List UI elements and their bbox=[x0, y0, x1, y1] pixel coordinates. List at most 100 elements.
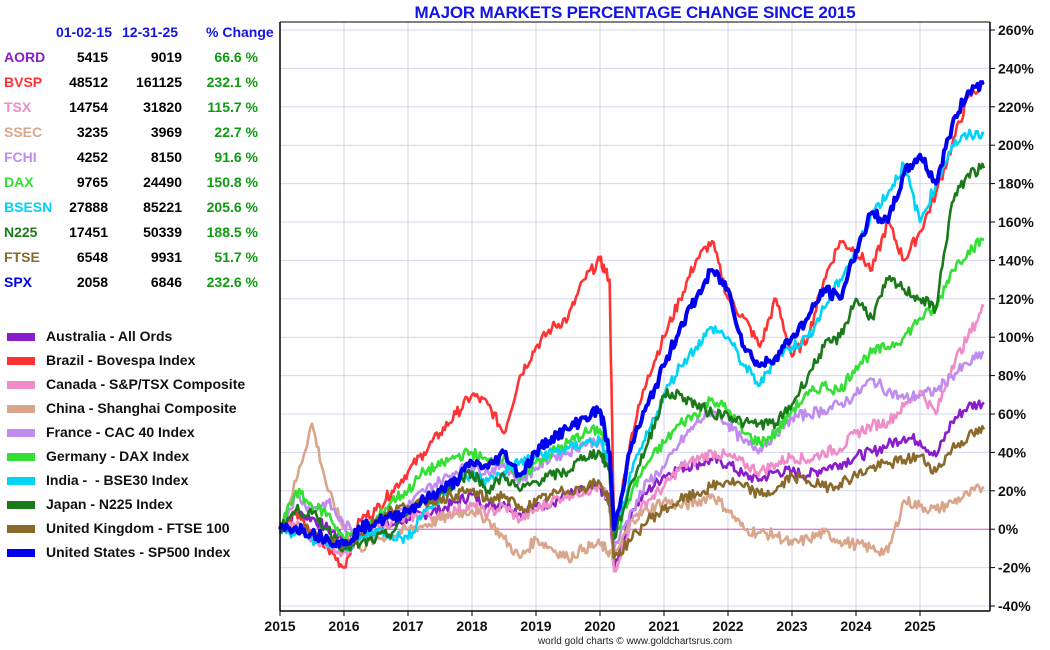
end-value: 85221 bbox=[143, 199, 182, 215]
y-tick-label: 0% bbox=[998, 521, 1019, 537]
tick-labels: -40% -20% 0% 20% 40% 60% 80% 100% 120% 140% 160% 18… bbox=[264, 22, 1034, 634]
end-value: 9019 bbox=[150, 49, 182, 65]
table-row: AORD 5415 9019 66.6 % bbox=[4, 49, 284, 67]
index-symbol: FCHI bbox=[4, 149, 37, 165]
end-value: 3969 bbox=[150, 124, 182, 140]
start-value: 17451 bbox=[69, 224, 108, 240]
series-line-fchi bbox=[279, 351, 985, 550]
series-line-ssec bbox=[278, 422, 985, 564]
percent-change: 91.6 % bbox=[214, 149, 258, 165]
legend-item: France - CAC 40 Index bbox=[7, 424, 277, 444]
y-tick-label: -20% bbox=[998, 560, 1031, 576]
legend-swatch bbox=[7, 381, 35, 389]
legend-label: Brazil - Bovespa Index bbox=[46, 352, 196, 368]
percent-change: 205.6 % bbox=[206, 199, 258, 215]
y-tick-label: 240% bbox=[998, 60, 1034, 76]
legend-item: Australia - All Ords bbox=[7, 328, 277, 348]
y-tick-label: 80% bbox=[998, 368, 1027, 384]
legend-swatch bbox=[7, 477, 35, 485]
legend-item: United Kingdom - FTSE 100 bbox=[7, 520, 277, 540]
legend-swatch bbox=[7, 429, 35, 437]
legend-label: France - CAC 40 Index bbox=[46, 424, 195, 440]
x-tick-label: 2025 bbox=[904, 618, 935, 634]
legend-swatch bbox=[7, 357, 35, 365]
header-end-date: 12-31-25 bbox=[122, 24, 179, 40]
table-row: FTSE 6548 9931 51.7 % bbox=[4, 249, 284, 267]
chart-title: MAJOR MARKETS PERCENTAGE CHANGE SINCE 20… bbox=[414, 3, 856, 22]
end-value: 8150 bbox=[150, 149, 182, 165]
index-symbol: DAX bbox=[4, 174, 34, 190]
x-tick-label: 2024 bbox=[840, 618, 871, 634]
percent-change: 115.7 % bbox=[207, 99, 258, 115]
axes bbox=[279, 21, 991, 612]
legend-swatch bbox=[7, 501, 35, 509]
legend-item: Japan - N225 Index bbox=[7, 496, 277, 516]
series-line-ftse bbox=[279, 425, 986, 560]
start-value: 14754 bbox=[69, 99, 108, 115]
index-symbol: FTSE bbox=[4, 249, 40, 265]
y-tick-label: 120% bbox=[998, 291, 1034, 307]
x-tick-label: 2017 bbox=[392, 618, 423, 634]
legend-swatch bbox=[7, 525, 35, 533]
start-value: 48512 bbox=[69, 74, 108, 90]
x-tick-label: 2016 bbox=[328, 618, 359, 634]
x-tick-label: 2015 bbox=[264, 618, 295, 634]
table-header: 01-02-15 12-31-25 % Change bbox=[4, 24, 284, 42]
y-tick-label: 180% bbox=[998, 176, 1034, 192]
series-line-spx bbox=[278, 79, 985, 549]
y-tick-label: 60% bbox=[998, 406, 1027, 422]
series-lines bbox=[278, 79, 986, 573]
index-symbol: BSESN bbox=[4, 199, 53, 215]
y-tick-label: 20% bbox=[998, 483, 1027, 499]
table-row: FCHI 4252 8150 91.6 % bbox=[4, 149, 284, 167]
index-symbol: TSX bbox=[4, 99, 32, 115]
legend-item: India - - BSE30 Index bbox=[7, 472, 277, 492]
start-value: 27888 bbox=[69, 199, 108, 215]
legend-label: United States - SP500 Index bbox=[46, 544, 231, 560]
table-row: BVSP 48512 161125 232.1 % bbox=[4, 74, 284, 92]
start-value: 2058 bbox=[76, 274, 108, 290]
y-tick-label: 260% bbox=[998, 22, 1034, 38]
legend-label: India - - BSE30 Index bbox=[46, 472, 189, 488]
start-value: 5415 bbox=[76, 49, 108, 65]
end-value: 50339 bbox=[143, 224, 182, 240]
legend-swatch bbox=[7, 333, 35, 341]
percent-change: 22.7 % bbox=[214, 124, 258, 140]
legend-item: United States - SP500 Index bbox=[7, 544, 277, 564]
legend-item: Brazil - Bovespa Index bbox=[7, 352, 277, 372]
y-tick-label: 200% bbox=[998, 137, 1034, 153]
table-row: TSX 14754 31820 115.7 % bbox=[4, 99, 284, 117]
legend-label: China - Shanghai Composite bbox=[46, 400, 237, 416]
y-tick-label: 100% bbox=[998, 329, 1034, 345]
percent-change: 232.1 % bbox=[206, 74, 258, 90]
x-tick-label: 2020 bbox=[584, 618, 615, 634]
x-tick-label: 2019 bbox=[520, 618, 551, 634]
table-row: BSESN 27888 85221 205.6 % bbox=[4, 199, 284, 217]
y-tick-label: 160% bbox=[998, 214, 1034, 230]
x-tick-label: 2023 bbox=[776, 618, 807, 634]
end-value: 6846 bbox=[150, 274, 182, 290]
percent-change: 66.6 % bbox=[214, 49, 258, 65]
x-tick-label: 2022 bbox=[712, 618, 743, 634]
x-tick-label: 2021 bbox=[648, 618, 679, 634]
legend-label: Australia - All Ords bbox=[46, 328, 173, 344]
legend-label: Japan - N225 Index bbox=[46, 496, 173, 512]
end-value: 161125 bbox=[136, 74, 182, 90]
end-value: 24490 bbox=[143, 174, 182, 190]
start-value: 9765 bbox=[76, 174, 108, 190]
legend-label: Germany - DAX Index bbox=[46, 448, 190, 464]
percent-change: 51.7 % bbox=[214, 249, 258, 265]
legend-item: Germany - DAX Index bbox=[7, 448, 277, 468]
y-tick-label: 40% bbox=[998, 444, 1027, 460]
legend-label: United Kingdom - FTSE 100 bbox=[46, 520, 230, 536]
y-tick-label: 140% bbox=[998, 252, 1034, 268]
legend-swatch bbox=[7, 453, 35, 461]
start-value: 4252 bbox=[76, 149, 108, 165]
index-symbol: SSEC bbox=[4, 124, 43, 140]
chart-credit: world gold charts © www.goldchartsrus.co… bbox=[537, 636, 733, 647]
table-row: DAX 9765 24490 150.8 % bbox=[4, 174, 284, 192]
index-symbol: SPX bbox=[4, 274, 33, 290]
y-tick-label: -40% bbox=[998, 598, 1031, 614]
start-value: 6548 bbox=[76, 249, 108, 265]
